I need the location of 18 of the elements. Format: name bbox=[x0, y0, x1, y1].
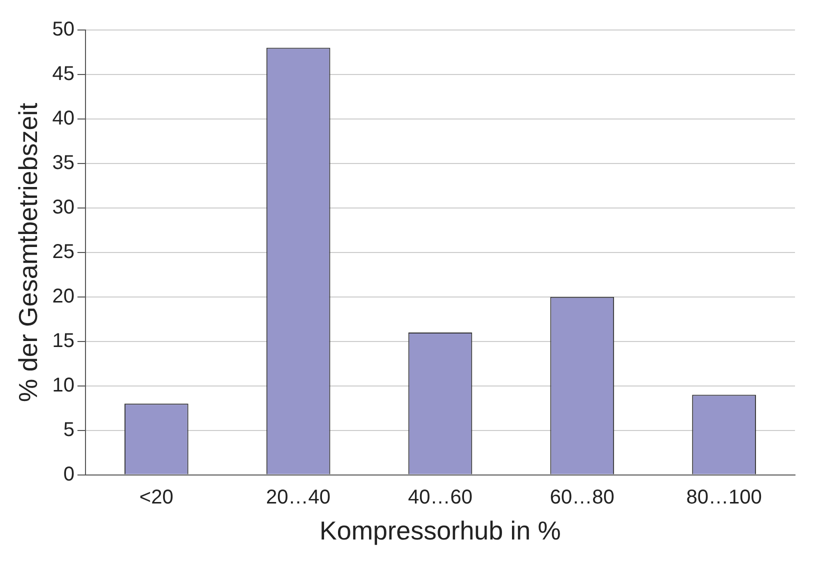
y-tick-label: 40 bbox=[52, 107, 74, 130]
y-tick-label: 5 bbox=[63, 418, 74, 441]
y-axis-title: % der Gesamtbetriebszeit bbox=[12, 102, 43, 402]
y-tick-label: 45 bbox=[52, 62, 74, 85]
x-tick-label: 60…80 bbox=[550, 486, 614, 508]
y-tick-label: 35 bbox=[52, 152, 74, 174]
y-tick-label: 20 bbox=[52, 285, 74, 308]
x-axis-title: Kompressorhub in % bbox=[320, 516, 561, 546]
x-tick-label: 40…60 bbox=[408, 486, 472, 508]
x-tick-label: <20 bbox=[139, 486, 174, 508]
y-tick-label: 10 bbox=[52, 374, 74, 396]
y-tick-label: 0 bbox=[63, 463, 74, 486]
y-tick-label: 30 bbox=[52, 196, 74, 218]
x-tick-label: 20…40 bbox=[266, 486, 331, 508]
y-tick-label: 15 bbox=[52, 330, 74, 352]
y-tick-label: 50 bbox=[52, 18, 74, 41]
x-tick-label: 80…100 bbox=[686, 486, 762, 508]
y-tick-label: 25 bbox=[52, 240, 74, 263]
